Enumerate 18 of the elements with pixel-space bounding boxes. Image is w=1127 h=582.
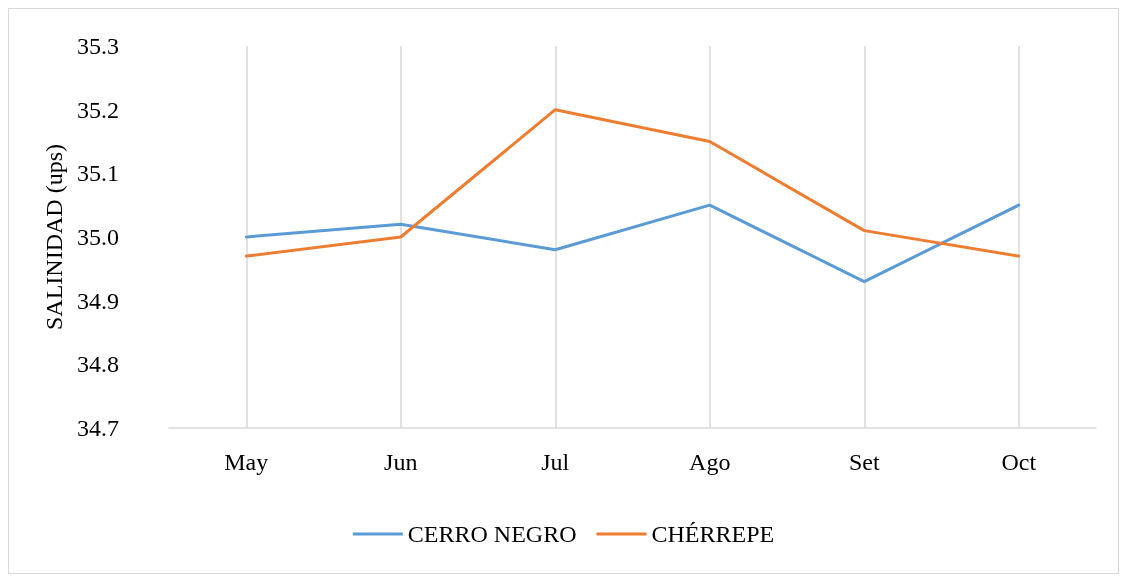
legend-label: CHÉRREPE	[651, 521, 775, 547]
x-tick-label: Ago	[689, 449, 731, 475]
y-tick-label: 35.0	[77, 224, 119, 250]
legend-label: CERRO NEGRO	[407, 521, 577, 547]
line-series	[244, 203, 1021, 284]
y-tick-label: 34.8	[77, 351, 119, 378]
y-tick-label: 35.1	[77, 160, 119, 187]
x-tick-label: Jun	[384, 449, 418, 475]
x-tick-label: Jul	[541, 449, 570, 475]
y-tick-label: 34.7	[77, 415, 119, 441]
y-axis-title: SALINIDAD (ups)	[41, 144, 68, 330]
y-tick-label: 35.3	[77, 33, 119, 59]
line-series	[244, 108, 1021, 258]
x-tick-label: Oct	[1001, 449, 1037, 475]
y-tick-label: 34.9	[77, 287, 119, 314]
x-tick-label: Set	[848, 449, 880, 475]
x-tick-label: May	[224, 449, 269, 475]
y-tick-label: 35.2	[77, 96, 119, 123]
